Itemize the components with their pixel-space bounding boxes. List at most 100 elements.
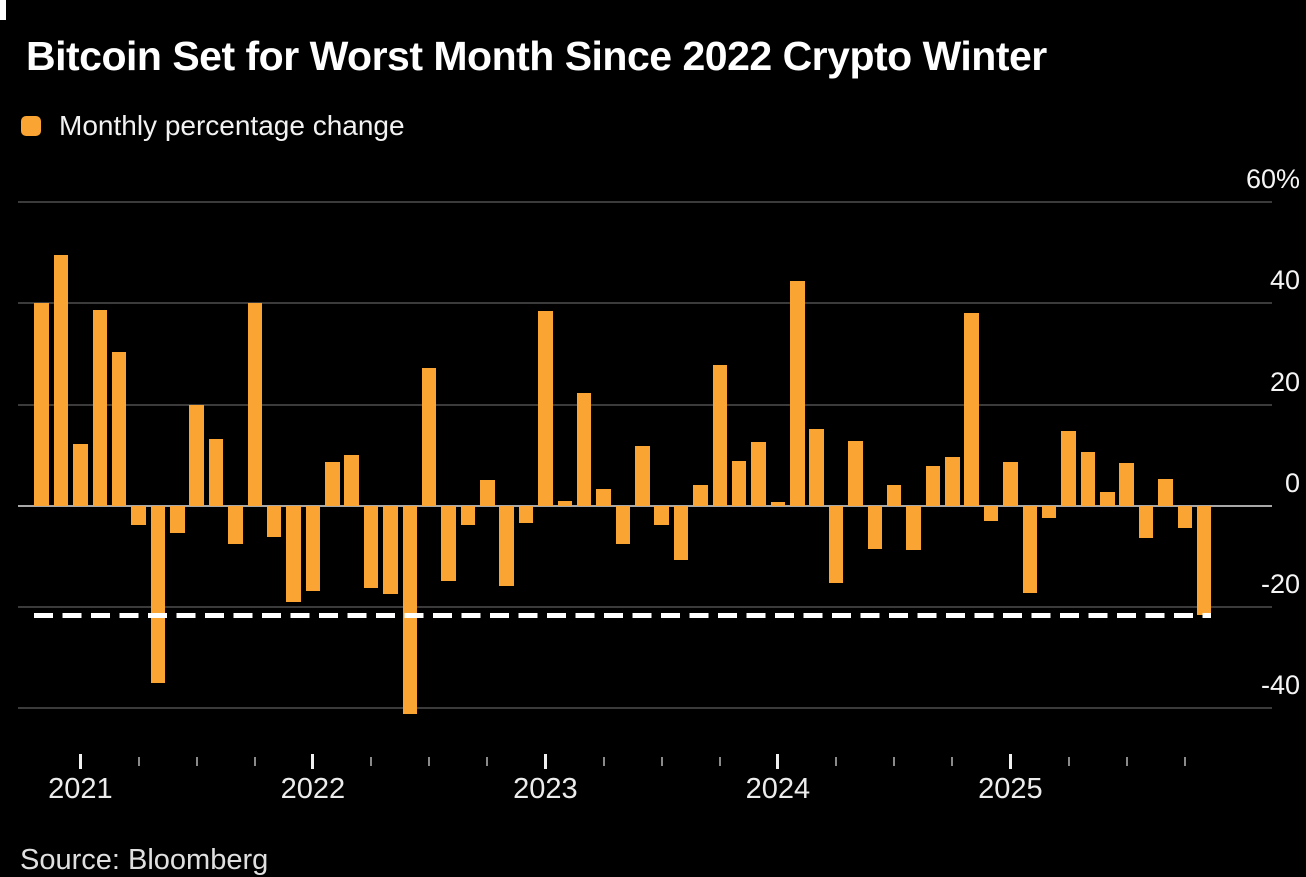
x-tick-major: [1008, 754, 1012, 769]
bar-mar-2023: [576, 392, 592, 506]
bar-sep-2025: [1158, 478, 1173, 506]
x-axis-year-label: 2022: [280, 773, 346, 805]
bar-dec-2020: [53, 255, 69, 506]
bar-feb-2023: [557, 501, 573, 506]
chart-title: Bitcoin Set for Worst Month Since 2022 C…: [26, 33, 1047, 79]
x-tick-minor: [428, 757, 431, 766]
y-axis-label: 40: [1269, 265, 1300, 296]
bar-dec-2021: [286, 505, 301, 602]
bar-may-2022: [383, 505, 398, 594]
bar-mar-2025: [1041, 505, 1057, 518]
x-tick-minor: [1067, 757, 1070, 766]
reference-dashed-line: [34, 612, 1212, 618]
bar-jun-2022: [402, 505, 418, 715]
bar-aug-2022: [441, 505, 456, 582]
bar-oct-2023: [712, 365, 728, 506]
bar-nov-2020: [34, 303, 49, 506]
x-axis-year-label: 2025: [978, 773, 1043, 805]
bar-oct-2024: [945, 457, 960, 506]
x-tick-minor: [660, 757, 663, 766]
x-axis-year-label: 2023: [513, 773, 578, 805]
bar-mar-2021: [111, 352, 127, 506]
x-axis-year-label: 2024: [745, 773, 811, 805]
bar-sep-2023: [693, 485, 708, 506]
bar-mar-2022: [344, 455, 359, 506]
bar-dec-2022: [518, 505, 534, 523]
bar-jan-2023: [538, 310, 553, 506]
bar-sep-2024: [925, 465, 941, 506]
bar-may-2024: [848, 440, 863, 506]
x-tick-minor: [1183, 757, 1186, 766]
bar-aug-2025: [1138, 505, 1154, 539]
bar-jul-2021: [189, 404, 204, 506]
gridline: [18, 302, 1272, 305]
x-tick-minor: [195, 757, 198, 766]
bar-may-2021: [150, 505, 166, 684]
bar-nov-2021: [266, 505, 282, 538]
bar-may-2023: [615, 505, 631, 544]
bar-jul-2022: [421, 368, 437, 506]
bar-sep-2021: [228, 505, 243, 544]
bar-mar-2024: [809, 429, 824, 506]
x-tick-minor: [718, 757, 721, 766]
legend: Monthly percentage change: [21, 110, 405, 142]
bar-aug-2023: [673, 505, 689, 560]
x-tick-minor: [893, 757, 896, 766]
x-tick-minor: [835, 757, 838, 766]
bar-jan-2024: [770, 502, 786, 506]
bar-feb-2021: [92, 309, 108, 506]
bar-oct-2021: [247, 303, 263, 506]
bar-nov-2024: [964, 312, 979, 506]
gridline: [18, 200, 1272, 203]
zero-gridline: [18, 504, 1272, 507]
bar-aug-2021: [208, 438, 224, 506]
x-tick-minor: [370, 757, 373, 766]
bar-apr-2024: [828, 505, 844, 584]
bar-oct-2022: [480, 480, 495, 506]
bar-nov-2023: [731, 461, 747, 506]
gridline: [18, 606, 1272, 609]
bar-may-2025: [1080, 451, 1096, 506]
x-tick-major: [311, 754, 315, 769]
bar-aug-2024: [906, 505, 921, 551]
bar-jul-2024: [886, 485, 902, 506]
x-tick-major: [543, 754, 547, 769]
bar-apr-2022: [363, 505, 379, 589]
bar-jun-2025: [1100, 492, 1115, 506]
bar-jun-2021: [170, 505, 185, 534]
screenshot-edge-artifact: [0, 0, 6, 20]
x-tick-major: [776, 754, 780, 769]
x-tick-minor: [137, 757, 140, 766]
bar-jan-2022: [305, 505, 321, 591]
bar-dec-2024: [983, 505, 999, 521]
bar-dec-2023: [751, 442, 766, 506]
y-axis-label: 60%: [1245, 163, 1300, 194]
x-tick-minor: [1125, 757, 1128, 766]
bar-jul-2025: [1119, 463, 1134, 506]
bar-nov-2022: [499, 505, 514, 587]
gridline: [18, 403, 1272, 406]
bar-jan-2025: [1003, 462, 1018, 506]
bar-jan-2021: [73, 443, 88, 506]
y-axis-label: -40: [1260, 670, 1300, 701]
bar-feb-2022: [325, 461, 340, 506]
x-tick-minor: [486, 757, 489, 766]
bar-oct-2025: [1177, 505, 1193, 528]
y-axis-label: 0: [1284, 467, 1300, 498]
bar-nov-2025: [1196, 505, 1212, 616]
source-attribution: Source: Bloomberg: [20, 844, 269, 876]
y-axis-label: 20: [1269, 366, 1300, 397]
x-axis-year-label: 2021: [48, 773, 113, 805]
x-tick-major: [78, 754, 82, 769]
bar-jun-2023: [635, 445, 650, 506]
bar-apr-2023: [596, 489, 611, 506]
x-tick-minor: [253, 757, 256, 766]
bar-apr-2025: [1061, 431, 1076, 506]
bar-sep-2022: [460, 505, 476, 525]
legend-label: Monthly percentage change: [59, 110, 405, 141]
bar-feb-2024: [790, 280, 805, 506]
x-tick-minor: [951, 757, 954, 766]
bar-jul-2023: [654, 505, 669, 525]
